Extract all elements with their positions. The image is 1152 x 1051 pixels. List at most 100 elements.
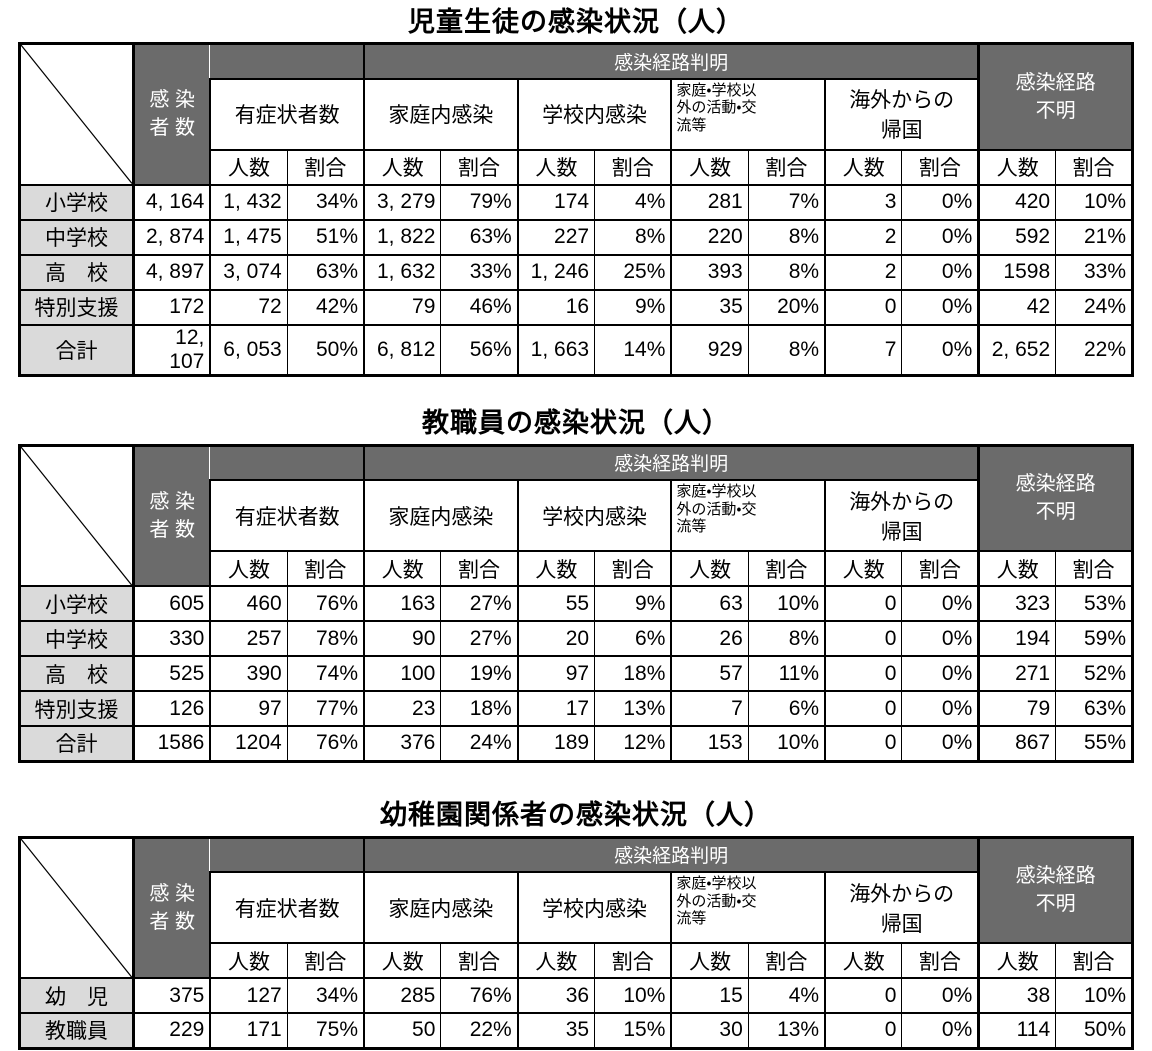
header-row-subheads: 人数 割合 人数 割合 人数 割合 人数 割合 人数 割合 人数 割合	[20, 942, 1133, 979]
cell-home-count: 285	[363, 977, 442, 1014]
cell-abroad-ratio: 0%	[901, 323, 980, 376]
header-spacer-cell	[210, 444, 365, 481]
row-label: 高 校	[19, 253, 134, 290]
cell-school-ratio: 8%	[594, 218, 672, 255]
cell-infected-total: 375	[132, 977, 211, 1014]
col-subheader-count: 人数	[209, 550, 288, 587]
cell-symptomatic-count: 460	[209, 585, 288, 622]
cell-school-ratio: 6%	[594, 620, 672, 657]
col-subheader-count: 人数	[209, 942, 288, 979]
cell-outside-ratio: 13%	[747, 1012, 826, 1049]
table-row: 小学校 4, 164 1, 432 34% 3, 279 79% 174 4% 281 7% 3 0%…	[19, 183, 1133, 220]
cell-unknown-count: 38	[977, 977, 1057, 1014]
cell-unknown-ratio: 52%	[1055, 655, 1133, 692]
infection-table-section: 児童生徒の感染状況（人） 感 染 者 数 感染経路判明 感染経路 不明	[0, 7, 1152, 377]
cell-outside-count: 63	[670, 585, 749, 622]
col-header-symptomatic: 有症状者数	[209, 77, 365, 150]
cell-home-count: 6, 812	[363, 323, 442, 376]
col-subheader-count: 人数	[363, 550, 442, 587]
col-subheader-count: 人数	[977, 148, 1057, 186]
cell-symptomatic-count: 97	[209, 690, 288, 727]
table-row: 合計 1586 1204 76% 376 24% 189 12% 153 10% 0 0% 867 55%	[19, 725, 1133, 762]
col-subheader-ratio: 割合	[901, 942, 980, 979]
cell-outside-ratio: 10%	[747, 585, 826, 622]
cell-infected-total: 2, 874	[132, 218, 211, 255]
infection-table-section: 幼稚園関係者の感染状況（人） 感 染 者 数 感染経路判明 感染経路 不明	[0, 800, 1152, 1050]
col-subheader-ratio: 割合	[747, 942, 826, 979]
cell-unknown-ratio: 10%	[1055, 183, 1133, 220]
table-title: 児童生徒の感染状況（人）	[408, 7, 744, 37]
cell-abroad-count: 0	[824, 1012, 903, 1049]
infection-status-table: 感 染 者 数 感染経路判明 感染経路 不明 有症状者数 家庭内感染 学校内感染…	[18, 835, 1134, 1050]
cell-abroad-count: 0	[824, 725, 903, 762]
cell-abroad-ratio: 0%	[901, 585, 980, 622]
col-subheader-ratio: 割合	[286, 550, 365, 587]
cell-home-count: 163	[363, 585, 442, 622]
cell-unknown-count: 420	[977, 183, 1057, 220]
cell-unknown-ratio: 55%	[1055, 725, 1133, 762]
table-row: 幼 児 375 127 34% 285 76% 36 10% 15 4% 0 0% 38 10%	[19, 977, 1133, 1014]
cell-symptomatic-count: 6, 053	[209, 323, 288, 376]
col-header-route-known: 感染経路判明	[363, 43, 980, 79]
col-header-route-known: 感染経路判明	[363, 836, 980, 873]
col-subheader-ratio: 割合	[747, 148, 826, 186]
cell-home-count: 23	[363, 690, 442, 727]
cell-home-ratio: 79%	[440, 183, 519, 220]
col-subheader-count: 人数	[824, 942, 903, 979]
cell-home-ratio: 19%	[440, 655, 519, 692]
cell-outside-ratio: 11%	[747, 655, 826, 692]
col-subheader-ratio: 割合	[440, 942, 519, 979]
cell-school-ratio: 13%	[594, 690, 672, 727]
cell-outside-count: 30	[670, 1012, 749, 1049]
cell-home-count: 1, 822	[363, 218, 442, 255]
cell-symptomatic-count: 171	[209, 1012, 288, 1049]
cell-unknown-count: 42	[977, 288, 1057, 325]
cell-outside-ratio: 8%	[747, 253, 826, 290]
cell-unknown-ratio: 10%	[1055, 977, 1133, 1014]
cell-outside-ratio: 8%	[747, 218, 826, 255]
cell-school-ratio: 9%	[594, 585, 672, 622]
cell-symptomatic-ratio: 51%	[286, 218, 365, 255]
cell-outside-count: 7	[670, 690, 749, 727]
cell-school-count: 174	[516, 183, 596, 220]
page-root: 児童生徒の感染状況（人） 感 染 者 数 感染経路判明 感染経路 不明	[0, 7, 1152, 1050]
cell-home-count: 50	[363, 1012, 442, 1049]
diagonal-line-icon	[21, 839, 132, 978]
cell-outside-ratio: 20%	[747, 288, 826, 325]
header-row-banner: 感 染 者 数 感染経路判明 感染経路 不明	[19, 836, 1133, 979]
table-row: 教職員 229 171 75% 50 22% 35 15% 30 13% 0 0% 114 50%	[19, 1012, 1133, 1049]
cell-symptomatic-count: 257	[209, 620, 288, 657]
row-label: 合計	[19, 725, 134, 762]
cell-school-ratio: 25%	[594, 253, 672, 290]
row-label: 中学校	[19, 620, 134, 657]
col-subheader-count: 人数	[516, 148, 596, 186]
cell-abroad-ratio: 0%	[901, 253, 980, 290]
cell-outside-count: 153	[670, 725, 749, 762]
cell-unknown-count: 2, 652	[977, 323, 1057, 376]
col-header-outside-activity: 家庭・学校以 外の活動・交 流等	[670, 77, 826, 150]
cell-home-ratio: 27%	[440, 620, 519, 657]
col-header-infected-total: 感 染 者 数	[132, 444, 211, 587]
cell-home-count: 1, 632	[363, 253, 442, 290]
table-body: 小学校 605 460 76% 163 27% 55 9% 63 10% 0 0% 323 53% 中学校 3…	[19, 585, 1133, 762]
cell-abroad-count: 0	[824, 585, 903, 622]
cell-outside-ratio: 8%	[747, 620, 826, 657]
cell-abroad-ratio: 0%	[901, 288, 980, 325]
table-row: 高 校 525 390 74% 100 19% 97 18% 57 11% 0 0% 271 52%	[19, 655, 1133, 692]
col-subheader-ratio: 割合	[440, 550, 519, 587]
cell-school-ratio: 14%	[594, 323, 672, 376]
cell-school-ratio: 10%	[594, 977, 672, 1014]
col-header-route-known: 感染経路判明	[363, 444, 980, 481]
cell-outside-count: 929	[670, 323, 749, 376]
diagonal-header-cell	[19, 836, 134, 979]
cell-abroad-count: 0	[824, 977, 903, 1014]
col-subheader-ratio: 割合	[1055, 942, 1133, 979]
cell-unknown-ratio: 50%	[1055, 1012, 1133, 1049]
table-row: 中学校 330 257 78% 90 27% 20 6% 26 8% 0 0% 194 59%	[19, 620, 1133, 657]
cell-outside-count: 15	[670, 977, 749, 1014]
cell-abroad-count: 2	[824, 218, 903, 255]
cell-school-ratio: 4%	[594, 183, 672, 220]
cell-symptomatic-ratio: 34%	[286, 183, 365, 220]
header-row-banner: 感 染 者 数 感染経路判明 感染経路 不明	[19, 444, 1133, 587]
col-header-infected-total: 感 染 者 数	[132, 43, 211, 185]
